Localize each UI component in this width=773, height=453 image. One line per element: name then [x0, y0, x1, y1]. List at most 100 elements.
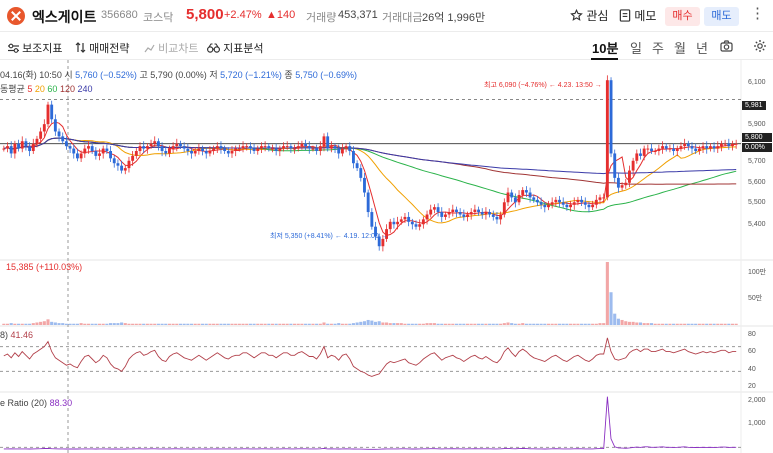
candle-body — [171, 146, 175, 149]
watch-button[interactable]: 관심 — [570, 7, 608, 24]
volume-bar — [686, 323, 690, 325]
volume-bar — [123, 323, 127, 325]
candle-body — [477, 209, 480, 213]
ratio-label-period: (20) — [31, 398, 48, 408]
settings-gear-icon[interactable] — [753, 39, 767, 53]
volume-bar — [432, 323, 436, 325]
rsi-axis-label: 40 — [748, 366, 756, 373]
volume-bar — [657, 323, 661, 325]
volume-bar — [421, 323, 425, 325]
volume-bar — [208, 323, 212, 325]
candle-body — [524, 190, 528, 193]
indicators-button[interactable]: 보조지표 — [8, 40, 63, 56]
star-icon — [570, 8, 583, 21]
candle-body — [720, 143, 723, 147]
volume-bar — [403, 323, 407, 325]
candle-body — [495, 216, 499, 220]
candle-body — [193, 151, 197, 154]
candle-body — [396, 221, 400, 225]
candle-body — [712, 146, 716, 149]
candle-body — [473, 209, 477, 213]
candle-body — [407, 216, 411, 222]
volume-bar — [388, 323, 392, 325]
candle-body — [98, 153, 101, 156]
period-tab-month[interactable]: 월 — [674, 41, 686, 56]
volume-bar — [418, 323, 422, 325]
open-value: 5,760 (−0.52%) — [75, 70, 137, 80]
indicator-analysis-button[interactable]: 지표분석 — [207, 40, 264, 56]
ma-20-legend: 20 — [34, 84, 45, 94]
candle-body — [267, 146, 271, 149]
price-axis-label: 5,900 — [748, 121, 766, 128]
volume-bar — [226, 323, 230, 325]
stock-chart[interactable] — [0, 60, 773, 453]
stock-name[interactable]: 엑스게이트 — [32, 9, 97, 25]
candle-body — [697, 148, 701, 152]
candle-body — [24, 141, 28, 147]
sell-button[interactable]: 매도 — [704, 7, 739, 26]
candle-body — [153, 141, 157, 144]
candle-body — [410, 221, 414, 225]
candle-body — [53, 119, 57, 132]
candle-body — [374, 226, 377, 237]
candle-body — [182, 146, 186, 149]
candle-body — [385, 229, 388, 239]
trading-strategy-button[interactable]: 매매전략 — [75, 40, 130, 56]
volume-bar — [554, 323, 558, 325]
candle-body — [326, 136, 330, 149]
period-tab-year[interactable]: 년 — [696, 41, 708, 56]
volume-bar — [653, 323, 657, 325]
candle-body — [694, 148, 698, 152]
candle-body — [212, 148, 216, 152]
volume-bar — [362, 321, 367, 325]
candle-body — [444, 214, 447, 217]
volume-bar — [410, 323, 414, 325]
candle-body — [432, 207, 436, 210]
period-tab-week[interactable]: 주 — [652, 41, 664, 56]
volume-bar — [24, 323, 28, 325]
volume-bar — [281, 323, 286, 325]
volume-bar — [285, 323, 289, 325]
volume-bar — [326, 323, 330, 325]
more-menu-icon[interactable]: ⋮ — [750, 5, 765, 22]
candle-body — [208, 151, 212, 154]
volume-bar — [638, 322, 643, 325]
buy-button[interactable]: 매수 — [665, 7, 700, 26]
volume-bar — [304, 323, 308, 325]
compare-chart-button[interactable]: 비교차트 — [144, 40, 199, 56]
volume-bar — [348, 323, 352, 325]
memo-button[interactable]: 메모 — [619, 7, 656, 24]
candle-body — [101, 148, 105, 154]
strategy-label: 매매전략 — [89, 43, 130, 55]
volume-bar — [75, 323, 79, 325]
volume-bar — [9, 323, 13, 325]
period-tab-day[interactable]: 일 — [630, 41, 642, 56]
candle-body — [13, 143, 17, 154]
candle-body — [138, 146, 142, 152]
candle-body — [120, 165, 124, 171]
strategy-arrows-icon — [75, 42, 86, 53]
volume-bar — [458, 323, 462, 325]
candle-body — [109, 151, 112, 159]
volume-bar — [204, 323, 208, 325]
volume-bar — [583, 323, 587, 325]
candle-body — [370, 212, 374, 227]
volume-bar — [679, 323, 683, 325]
candle-body — [488, 212, 492, 215]
candle-body — [668, 148, 672, 150]
camera-icon[interactable] — [720, 40, 733, 52]
stock-code: 356680 — [101, 9, 138, 21]
rsi-label-value: 41.46 — [10, 330, 34, 340]
candle-body — [569, 204, 572, 208]
price-axis-label: 5,500 — [748, 199, 766, 206]
candle-body — [510, 192, 514, 198]
volume-bar — [631, 321, 635, 325]
volume-bar — [193, 323, 197, 325]
ohlc-date: 04.16(화) 10:50 — [0, 70, 62, 80]
close-label: 종 — [284, 70, 293, 80]
volume-axis-label: 100만 — [748, 269, 767, 276]
volume-bar — [39, 321, 43, 325]
period-tab-10min[interactable]: 10분 — [592, 41, 619, 56]
candle-body — [491, 214, 495, 217]
candle-body — [686, 143, 690, 147]
